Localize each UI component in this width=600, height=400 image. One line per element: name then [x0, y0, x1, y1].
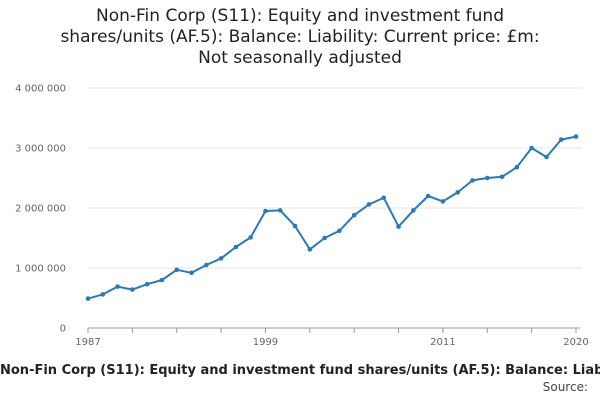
data-point-2011	[440, 199, 446, 204]
data-point-2020	[573, 134, 579, 139]
data-point-2017	[529, 145, 534, 151]
x-tick-label-3: 2020	[563, 337, 588, 348]
data-point-1994	[189, 270, 194, 276]
data-point-1998	[248, 235, 253, 240]
data-point-1990	[130, 287, 135, 292]
series-line-0	[87, 135, 577, 300]
data-point-2014	[484, 175, 490, 181]
data-point-2009	[411, 208, 416, 213]
data-point-1993	[174, 267, 180, 273]
data-point-2002	[307, 247, 313, 252]
chart-caption-text: Non-Fin Corp (S11): Equity and investmen…	[0, 363, 600, 378]
data-point-1988	[100, 292, 106, 297]
y-tick-label-2: 2 000 000	[15, 204, 66, 215]
data-point-1996	[218, 256, 224, 261]
data-point-2012	[455, 190, 460, 195]
y-tick-label-3: 3 000 000	[15, 144, 66, 155]
data-point-2003	[322, 235, 327, 241]
data-point-2000	[277, 208, 283, 213]
chart-title-line-2: shares/units (AF.5): Balance: Liability:…	[60, 27, 540, 47]
data-point-1995	[204, 262, 209, 268]
data-point-2001	[292, 223, 298, 229]
data-point-1991	[144, 281, 150, 287]
data-point-1987	[85, 296, 91, 301]
data-point-2007	[381, 195, 387, 201]
y-tick-label-1: 1 000 000	[15, 264, 66, 275]
data-point-2019	[558, 137, 564, 142]
data-point-1999	[263, 208, 268, 214]
chart-title-line-3: Not seasonally adjusted	[198, 48, 402, 68]
y-tick-label-4: 4 000 000	[15, 84, 66, 95]
data-point-2013	[470, 178, 475, 183]
chart-caption: Non-Fin Corp (S11): Equity and investmen…	[0, 363, 600, 379]
source-label: Source:	[542, 380, 588, 394]
data-point-1992	[159, 277, 165, 283]
chart-title: Non-Fin Corp (S11): Equity and investmen…	[0, 6, 600, 69]
x-tick-label-1: 1999	[253, 337, 278, 348]
grid-lines	[88, 87, 582, 269]
data-point-2005	[351, 212, 357, 218]
data-point-2006	[366, 202, 372, 207]
data-point-2008	[396, 224, 401, 229]
data-point-1997	[233, 244, 239, 250]
x-axis-ticks: 1987 1999 2011 2020	[75, 328, 589, 348]
data-point-2016	[514, 164, 520, 170]
data-point-2010	[425, 193, 431, 199]
x-tick-label-2: 2011	[430, 337, 455, 348]
data-point-2018	[544, 154, 549, 160]
data-point-2004	[337, 228, 342, 234]
y-tick-label-0: 0	[60, 324, 66, 335]
x-tick-label-0: 1987	[75, 337, 100, 348]
data-point-2015	[499, 174, 505, 180]
chart-title-line-1: Non-Fin Corp (S11): Equity and investmen…	[95, 6, 505, 26]
data-series	[85, 134, 579, 301]
x-axis	[87, 327, 580, 333]
data-point-1989	[115, 284, 120, 289]
y-axis: 0 1 000 000 2 000 000 3 000 000 4 000 000	[15, 84, 66, 335]
